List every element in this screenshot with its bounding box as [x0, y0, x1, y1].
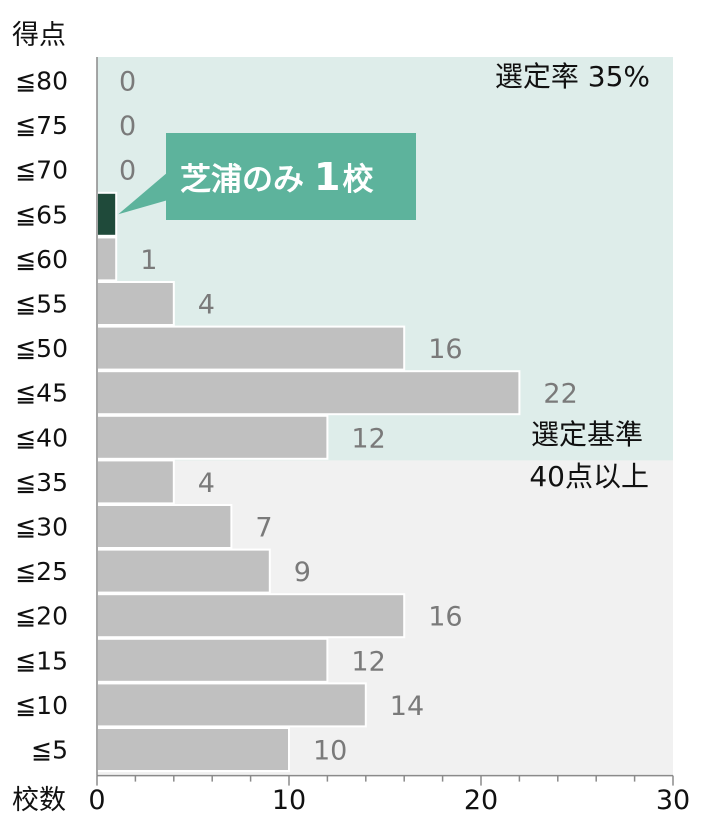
value-label: 14 [390, 691, 424, 722]
x-tick-label: 30 [656, 785, 690, 816]
y-axis-title: 得点 [12, 20, 66, 51]
value-label: 4 [198, 290, 215, 321]
bar [96, 548, 271, 594]
callout-pointer [118, 172, 168, 215]
callout-number: 1 [314, 155, 340, 199]
bar [96, 370, 521, 416]
value-label: 10 [313, 736, 347, 767]
value-label: 22 [543, 379, 577, 410]
callout-label: 芝浦のみ 1校 [180, 155, 373, 199]
x-axis: 0 10 20 30 [88, 57, 690, 816]
x-tick-label: 10 [272, 785, 306, 816]
value-label: 12 [351, 423, 385, 454]
x-tick-label: 0 [88, 785, 105, 816]
value-label: 0 [119, 67, 136, 98]
criteria-label-line2: 40点以上 [529, 460, 649, 493]
category-label: ≦20 [15, 602, 68, 631]
bar [96, 236, 118, 282]
bar [96, 637, 329, 683]
category-labels-layer: ≦80 ≦75 ≦70 ≦65 ≦60 ≦55 ≦50 ≦45 ≦40 ≦35 ≦30 ≦25 ≦20 ≦… [15, 67, 68, 765]
callout: 芝浦のみ 1校 [118, 133, 416, 220]
category-label: ≦75 [15, 111, 68, 140]
x-axis-title: 校数 [12, 785, 66, 816]
category-label: ≦40 [15, 423, 68, 452]
bar [96, 504, 233, 549]
category-label: ≦5 [31, 736, 68, 765]
bar [96, 682, 367, 728]
category-label: ≦60 [15, 245, 68, 274]
bar [96, 414, 329, 460]
category-label: ≦25 [15, 557, 68, 586]
category-label: ≦55 [15, 290, 68, 319]
callout-box [166, 133, 416, 220]
category-label: ≦45 [15, 379, 68, 408]
category-label: ≦70 [15, 156, 68, 185]
callout-text: 芝浦のみ [180, 162, 304, 198]
value-label: 4 [198, 468, 215, 499]
value-label: 12 [351, 646, 385, 677]
bar-highlight [96, 191, 118, 237]
category-label: ≦65 [15, 200, 68, 229]
category-label: ≦15 [15, 646, 68, 675]
category-label: ≦35 [15, 468, 68, 497]
callout-suffix: 校 [342, 162, 373, 198]
selection-rate-label: 選定率 35% [495, 60, 650, 93]
category-label: ≦80 [15, 67, 68, 96]
value-label: 0 [119, 111, 136, 142]
bar [96, 325, 406, 371]
bars-layer [96, 191, 521, 772]
value-label: 16 [428, 602, 462, 633]
value-label: 9 [294, 557, 311, 588]
value-label: 16 [428, 334, 462, 365]
category-label: ≦50 [15, 334, 68, 363]
bar [96, 593, 406, 639]
bar [96, 281, 175, 326]
criteria-label-line1: 選定基準 [531, 418, 643, 451]
category-label: ≦30 [15, 513, 68, 542]
value-label: 1 [140, 245, 157, 276]
bar [96, 459, 175, 505]
value-label: 0 [119, 156, 136, 187]
x-tick-label: 20 [464, 785, 498, 816]
category-label: ≦10 [15, 691, 68, 720]
value-label: 7 [255, 513, 272, 544]
bar [96, 727, 290, 772]
